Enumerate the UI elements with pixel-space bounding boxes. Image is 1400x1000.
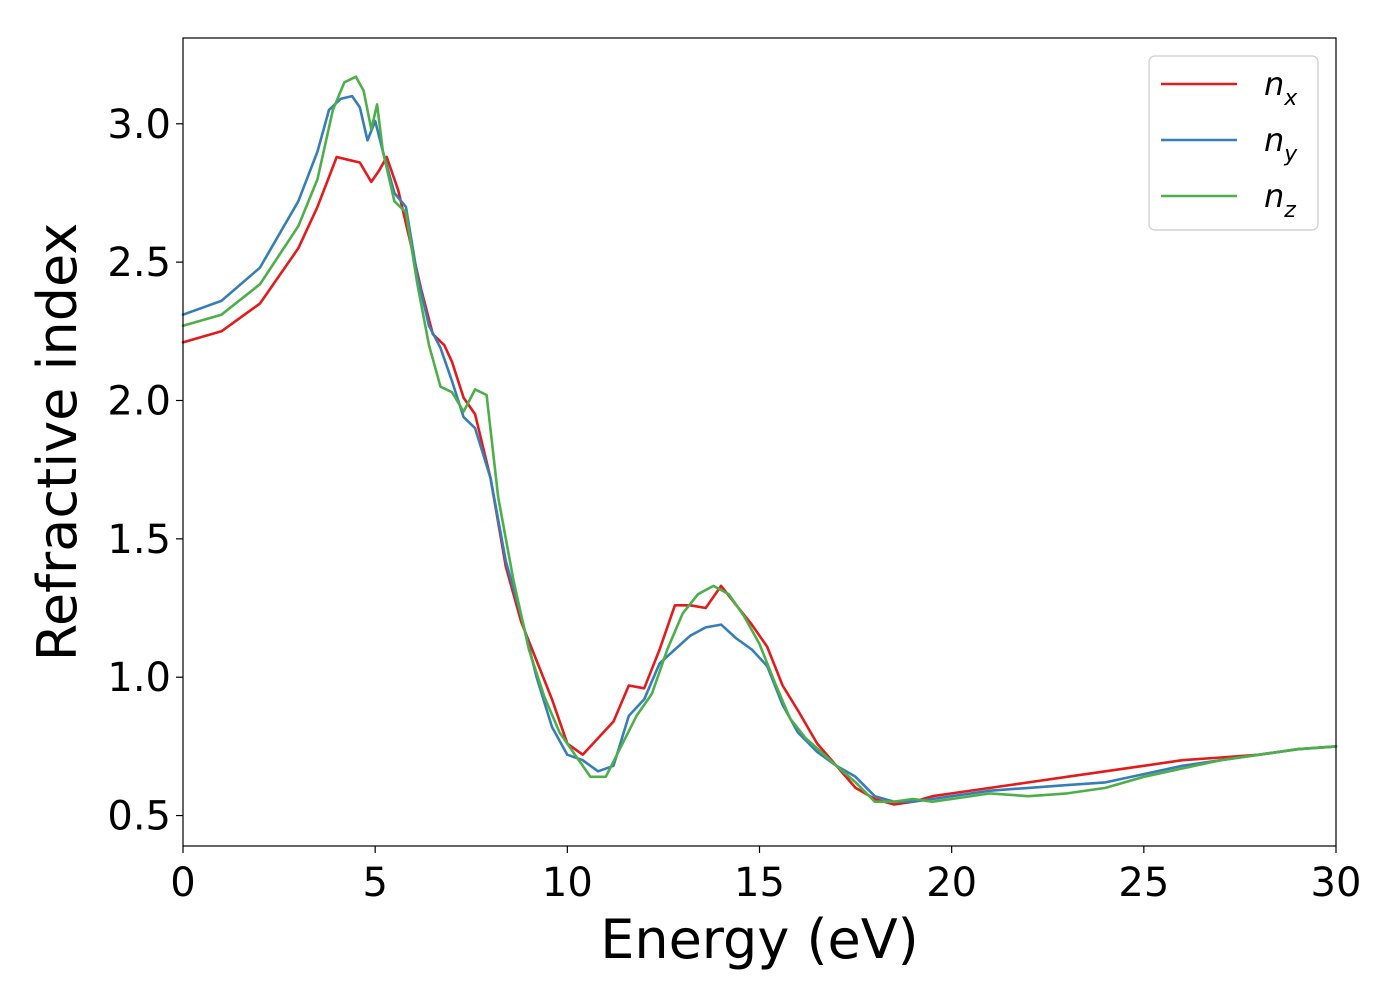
x-tick-label: 20 [926, 860, 977, 906]
x-axis-ticks: 0 5 10 15 20 25 30 [170, 846, 1361, 906]
y-axis-ticks: 0.5 1.0 1.5 2.0 2.5 3.0 [107, 102, 183, 840]
y-tick-label: 1.5 [107, 517, 171, 563]
x-tick-label: 25 [1118, 860, 1169, 906]
plot-frame [182, 37, 1337, 847]
x-tick-label: 30 [1311, 860, 1362, 906]
y-tick-label: 3.0 [107, 102, 171, 148]
x-tick-label: 5 [362, 860, 387, 906]
y-tick-label: 0.5 [107, 794, 171, 840]
y-tick-label: 1.0 [107, 655, 171, 701]
legend-label-subscript: z [1283, 198, 1296, 223]
plot-area [181, 75, 1338, 806]
x-tick-label: 0 [170, 860, 195, 906]
x-tick-label: 10 [542, 860, 593, 906]
legend-box [1148, 55, 1319, 231]
x-tick-label: 15 [734, 860, 785, 906]
legend-label-subscript: y [1283, 142, 1298, 167]
series-line-z [181, 75, 1338, 804]
y-axis-label: Refractive index [26, 223, 89, 662]
y-tick-label: 2.5 [107, 240, 171, 286]
legend-label-subscript: x [1283, 86, 1298, 111]
series-line-x [181, 155, 1338, 806]
x-axis-label: Energy (eV) [600, 908, 919, 971]
y-tick-label: 2.0 [107, 378, 171, 424]
